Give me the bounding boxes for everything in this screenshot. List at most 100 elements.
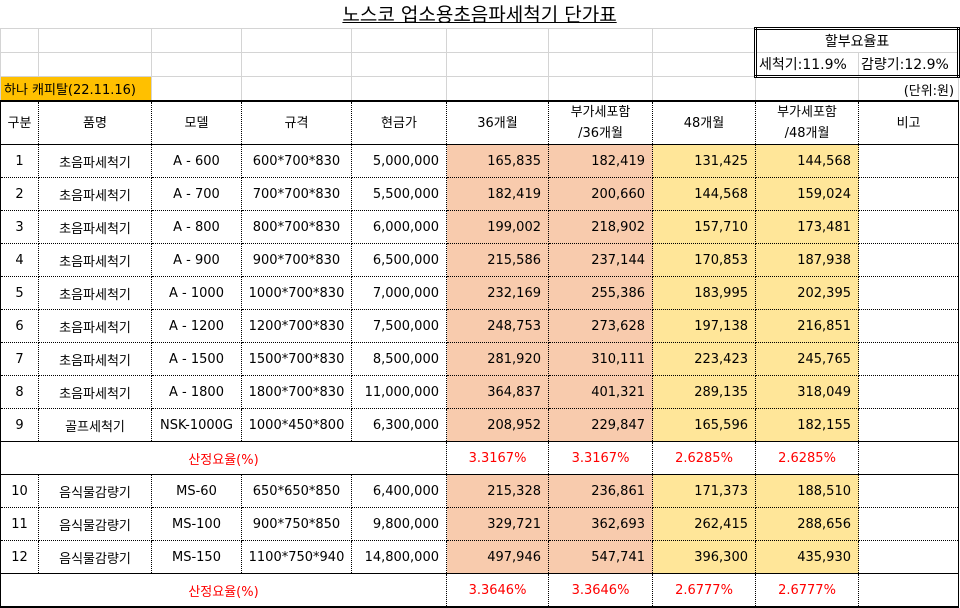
header-model[interactable]: 모델	[151, 100, 242, 145]
cell-spec[interactable]: 900*750*850	[241, 507, 352, 541]
washer-rate[interactable]: 세척기:11.9%	[754, 52, 859, 78]
cell-item[interactable]: 초음파세척기	[38, 243, 152, 277]
cell-m36[interactable]: 208,952	[446, 408, 549, 442]
cell-model[interactable]: A - 1000	[151, 276, 242, 310]
cell-no[interactable]: 11	[0, 507, 39, 541]
cell-m36[interactable]: 364,837	[446, 375, 549, 409]
cell-vat-m48[interactable]: 188,510	[755, 474, 859, 508]
header-vat-m48[interactable]: 부가세포함/48개월	[755, 100, 859, 145]
cell-vat-m36[interactable]: 273,628	[548, 309, 653, 343]
cell-item[interactable]: 초음파세척기	[38, 309, 152, 343]
cell[interactable]	[446, 52, 549, 77]
cell-model[interactable]: A - 700	[151, 177, 242, 211]
cell-model[interactable]: MS-150	[151, 540, 242, 574]
cell-vat-m48[interactable]: 182,155	[755, 408, 859, 442]
cell-item[interactable]: 골프세척기	[38, 408, 152, 442]
cell-spec[interactable]: 600*700*830	[241, 144, 352, 178]
cell-no[interactable]: 2	[0, 177, 39, 211]
cell-spec[interactable]: 800*700*830	[241, 210, 352, 244]
cell-vat-m36[interactable]: 237,144	[548, 243, 653, 277]
cell[interactable]	[151, 52, 242, 77]
cell-note[interactable]	[857, 408, 960, 442]
cell-vat-m48[interactable]: 318,049	[755, 375, 859, 409]
header-note[interactable]: 비고	[857, 100, 960, 145]
cell-m48[interactable]: 144,568	[652, 177, 756, 211]
cell-model[interactable]: A - 1800	[151, 375, 242, 409]
cell[interactable]	[446, 28, 549, 53]
cell-no[interactable]: 5	[0, 276, 39, 310]
cell-note[interactable]	[857, 375, 960, 409]
cell-item[interactable]: 초음파세척기	[38, 210, 152, 244]
cell-vat-m36[interactable]: 547,741	[548, 540, 653, 574]
cell-m36[interactable]: 329,721	[446, 507, 549, 541]
cell-m48[interactable]: 131,425	[652, 144, 756, 178]
cell[interactable]	[151, 28, 242, 53]
cell[interactable]	[38, 52, 152, 77]
cell[interactable]	[0, 52, 39, 77]
cell-no[interactable]: 10	[0, 474, 39, 508]
cell-vat-m36[interactable]: 229,847	[548, 408, 653, 442]
rate-value[interactable]: 3.3167%	[446, 441, 549, 475]
cell-item[interactable]: 음식물감량기	[38, 507, 152, 541]
cell-note[interactable]	[857, 507, 960, 541]
cell[interactable]	[548, 76, 653, 102]
cell-m48[interactable]: 157,710	[652, 210, 756, 244]
cell-m48[interactable]: 396,300	[652, 540, 756, 574]
cell-no[interactable]: 3	[0, 210, 39, 244]
cell-cash[interactable]: 7,500,000	[351, 309, 447, 343]
cell-spec[interactable]: 1800*700*830	[241, 375, 352, 409]
cell-m36[interactable]: 199,002	[446, 210, 549, 244]
cell-vat-m36[interactable]: 401,321	[548, 375, 653, 409]
cell[interactable]	[241, 76, 352, 102]
cell[interactable]	[0, 28, 39, 53]
cell[interactable]	[151, 76, 242, 102]
cell-cash[interactable]: 6,300,000	[351, 408, 447, 442]
header-m36[interactable]: 36개월	[446, 100, 549, 145]
cell-note[interactable]	[857, 177, 960, 211]
cell-note[interactable]	[857, 309, 960, 343]
cell-m36[interactable]: 281,920	[446, 342, 549, 376]
cell-vat-m36[interactable]: 182,419	[548, 144, 653, 178]
cell-m48[interactable]: 262,415	[652, 507, 756, 541]
cell-vat-m36[interactable]: 200,660	[548, 177, 653, 211]
cell-m36[interactable]: 215,328	[446, 474, 549, 508]
cell-m36[interactable]: 215,586	[446, 243, 549, 277]
cell-no[interactable]: 9	[0, 408, 39, 442]
cell-vat-m36[interactable]: 236,861	[548, 474, 653, 508]
header-no[interactable]: 구분	[0, 100, 39, 145]
cell-model[interactable]: A - 900	[151, 243, 242, 277]
cell-m48[interactable]: 171,373	[652, 474, 756, 508]
cell-cash[interactable]: 5,000,000	[351, 144, 447, 178]
cell-cash[interactable]: 5,500,000	[351, 177, 447, 211]
cell-m48[interactable]: 289,135	[652, 375, 756, 409]
cell-vat-m48[interactable]: 245,765	[755, 342, 859, 376]
cell-note[interactable]	[857, 342, 960, 376]
header-cash[interactable]: 현금가	[351, 100, 447, 145]
sheet-title[interactable]: 노스코 업소용초음파세척기 단가표	[342, 4, 617, 26]
cell-cash[interactable]: 8,500,000	[351, 342, 447, 376]
cell-model[interactable]: A - 1200	[151, 309, 242, 343]
cell-note[interactable]	[857, 210, 960, 244]
cell-m48[interactable]: 197,138	[652, 309, 756, 343]
cell-vat-m48[interactable]: 144,568	[755, 144, 859, 178]
cell[interactable]	[652, 52, 756, 77]
cell-vat-m48[interactable]: 202,395	[755, 276, 859, 310]
cell-note[interactable]	[857, 441, 960, 475]
cell-cash[interactable]: 11,000,000	[351, 375, 447, 409]
cell-model[interactable]: A - 1500	[151, 342, 242, 376]
cell-model[interactable]: A - 800	[151, 210, 242, 244]
header-spec[interactable]: 규격	[241, 100, 352, 145]
cell-cash[interactable]: 6,000,000	[351, 210, 447, 244]
installment-rate-title[interactable]: 할부요율표	[753, 27, 960, 53]
cell-item[interactable]: 음식물감량기	[38, 540, 152, 574]
rate-value[interactable]: 2.6777%	[652, 573, 756, 608]
cell-spec[interactable]: 1200*700*830	[241, 309, 352, 343]
cell-no[interactable]: 1	[0, 144, 39, 178]
rate-label[interactable]: 산정요율(%)	[0, 573, 447, 608]
cell[interactable]	[351, 28, 447, 53]
cell-m36[interactable]: 165,835	[446, 144, 549, 178]
cell-vat-m48[interactable]: 173,481	[755, 210, 859, 244]
cell-spec[interactable]: 1000*700*830	[241, 276, 352, 310]
rate-value[interactable]: 3.3167%	[548, 441, 653, 475]
cell-m48[interactable]: 165,596	[652, 408, 756, 442]
